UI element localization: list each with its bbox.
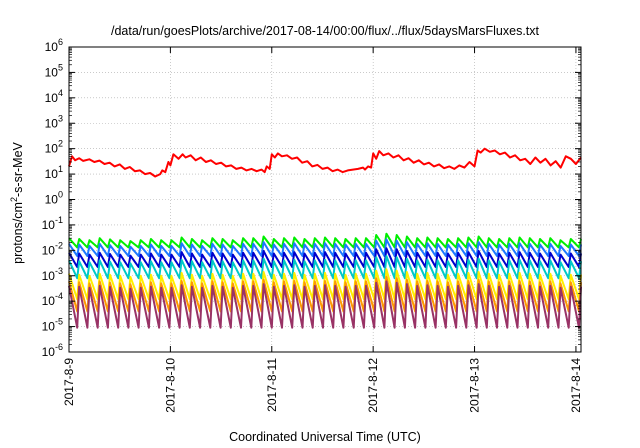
y-tick-label: 10-6 xyxy=(42,342,63,359)
series-line-1 xyxy=(68,147,582,178)
series-line-5 xyxy=(68,255,582,280)
y-tick-label: 10-2 xyxy=(42,240,63,257)
y-tick-labels: 10-6 10-5 10-4 10-3 10-2 10-1 100 101 102 103 104 1… xyxy=(42,37,63,359)
chart-title: /data/run/goesPlots/archive/2017-08-14/0… xyxy=(111,24,540,38)
x-tick-label: 2017-8-13 xyxy=(468,358,482,413)
x-tick-label: 2017-8-12 xyxy=(366,358,380,413)
y-tick-label: 10-5 xyxy=(42,317,63,334)
axis-ticks xyxy=(68,46,581,353)
grid-lines xyxy=(69,47,581,352)
y-tick-label: 101 xyxy=(45,164,63,181)
y-tick-label: 104 xyxy=(45,88,63,105)
y-tick-label: 103 xyxy=(45,113,63,130)
x-tick-labels: 2017-8-9 2017-8-10 2017-8-11 2017-8-12 2017-… xyxy=(62,358,583,413)
y-tick-label: 106 xyxy=(45,37,63,54)
series-line-4 xyxy=(68,247,582,268)
y-tick-label: 105 xyxy=(45,62,63,79)
series-line-2 xyxy=(68,232,582,249)
x-tick-label: 2017-8-11 xyxy=(265,358,279,412)
y-tick-label: 10-1 xyxy=(42,215,63,232)
y-tick-label: 10-3 xyxy=(42,266,63,283)
y-tick-label: 10-4 xyxy=(42,291,63,308)
series-line-8 xyxy=(68,280,582,329)
y-tick-label: 102 xyxy=(45,139,63,156)
series-line-3 xyxy=(68,238,582,257)
x-axis-label: Coordinated Universal Time (UTC) xyxy=(229,430,421,444)
series-layer xyxy=(68,147,582,329)
x-tick-label: 2017-8-9 xyxy=(62,358,76,406)
y-tick-label: 100 xyxy=(45,190,63,207)
x-tick-label: 2017-8-10 xyxy=(163,358,177,413)
x-tick-label: 2017-8-14 xyxy=(569,358,583,413)
y-axis-label: protons/cm2-s-sr-MeV xyxy=(9,141,25,263)
